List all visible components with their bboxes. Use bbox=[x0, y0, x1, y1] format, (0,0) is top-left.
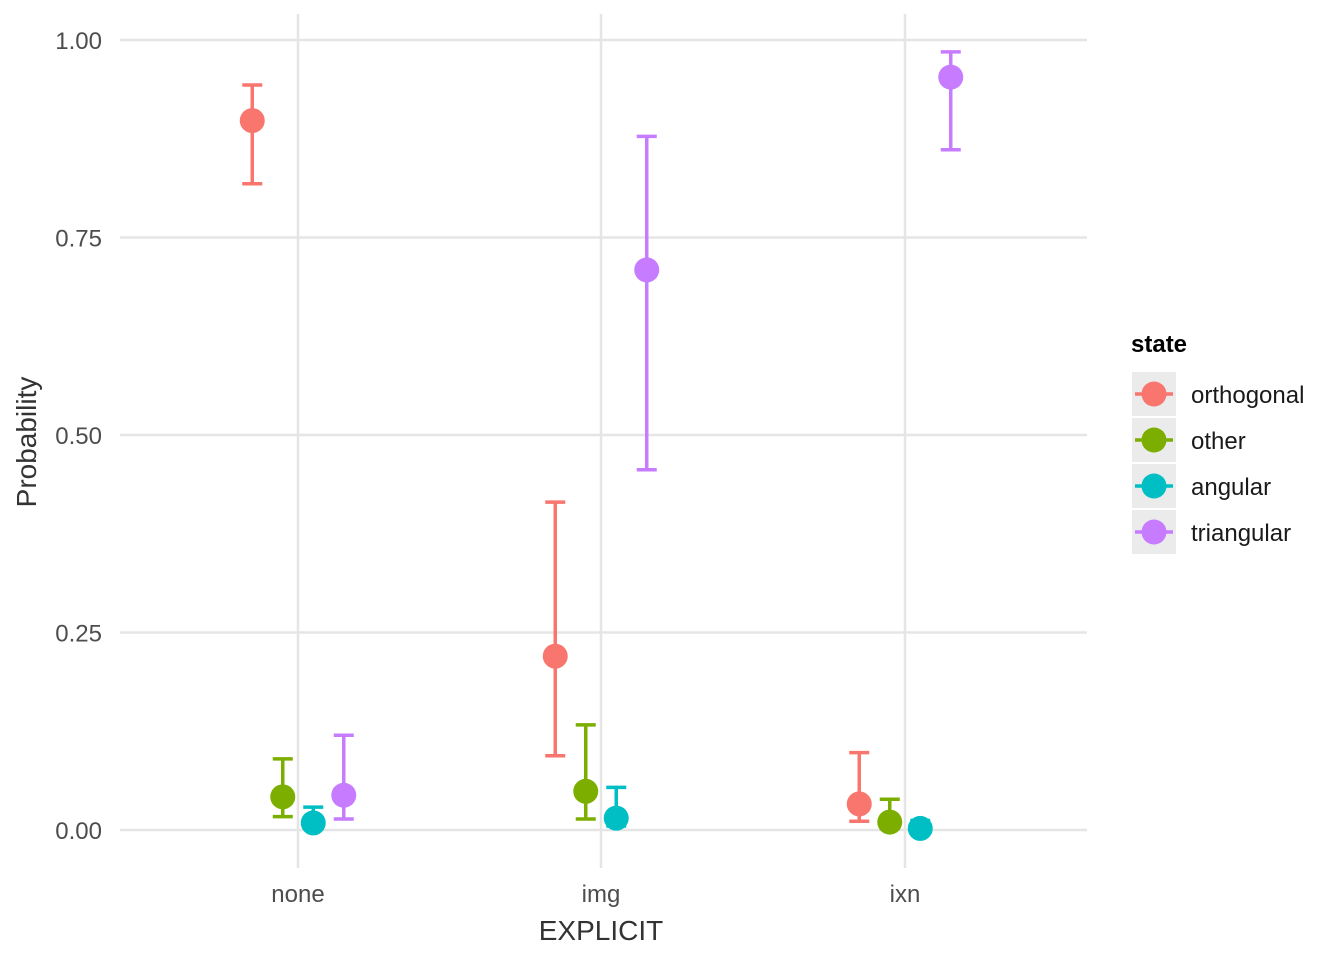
error-bar bbox=[636, 134, 657, 472]
error-bar bbox=[242, 83, 263, 186]
data-marks bbox=[239, 50, 964, 841]
legend-key-point bbox=[1141, 381, 1167, 407]
x-tick-label: none bbox=[271, 881, 324, 908]
y-axis-title: Probability bbox=[11, 377, 42, 508]
error-bar bbox=[545, 500, 566, 758]
data-point bbox=[603, 805, 629, 831]
y-tick-label: 0.00 bbox=[55, 818, 102, 845]
data-point bbox=[300, 810, 326, 836]
series-angular bbox=[300, 785, 933, 841]
data-point bbox=[573, 778, 599, 804]
legend-item-orthogonal: orthogonal bbox=[1132, 372, 1304, 416]
data-point bbox=[634, 257, 660, 283]
data-point bbox=[907, 815, 933, 841]
legend-item-angular: angular bbox=[1132, 464, 1271, 508]
legend-label: other bbox=[1191, 428, 1246, 455]
y-tick-label: 0.75 bbox=[55, 226, 102, 253]
legend: state orthogonal other angular triangular bbox=[1131, 331, 1304, 554]
y-tick-label: 1.00 bbox=[55, 28, 102, 55]
legend-label: angular bbox=[1191, 474, 1271, 501]
legend-label: orthogonal bbox=[1191, 382, 1304, 409]
legend-item-other: other bbox=[1132, 418, 1246, 462]
data-point bbox=[331, 782, 357, 808]
legend-items: orthogonal other angular triangular bbox=[1132, 372, 1304, 554]
legend-label: triangular bbox=[1191, 520, 1291, 547]
data-point bbox=[270, 784, 296, 810]
series-other bbox=[270, 723, 903, 835]
error-bar bbox=[575, 723, 596, 821]
series-orthogonal bbox=[239, 83, 872, 824]
legend-key-point bbox=[1141, 427, 1167, 453]
data-point bbox=[938, 64, 964, 90]
legend-key-point bbox=[1141, 519, 1167, 545]
y-tick-label: 0.50 bbox=[55, 423, 102, 450]
x-tick-label: ixn bbox=[890, 881, 921, 908]
x-axis-title: EXPLICIT bbox=[539, 915, 663, 946]
x-tick-label: img bbox=[582, 881, 621, 908]
y-axis-ticks: 0.00 0.25 0.50 0.75 1.00 bbox=[55, 28, 102, 845]
legend-key-point bbox=[1141, 473, 1167, 499]
data-point bbox=[239, 108, 265, 134]
legend-title: state bbox=[1131, 331, 1187, 358]
grid bbox=[120, 14, 1087, 868]
data-point bbox=[877, 809, 903, 835]
y-tick-label: 0.25 bbox=[55, 621, 102, 648]
data-point bbox=[542, 643, 568, 669]
series-triangular bbox=[331, 50, 964, 821]
data-point bbox=[846, 791, 872, 817]
legend-item-triangular: triangular bbox=[1132, 510, 1291, 554]
x-axis-ticks: none img ixn bbox=[271, 881, 920, 908]
